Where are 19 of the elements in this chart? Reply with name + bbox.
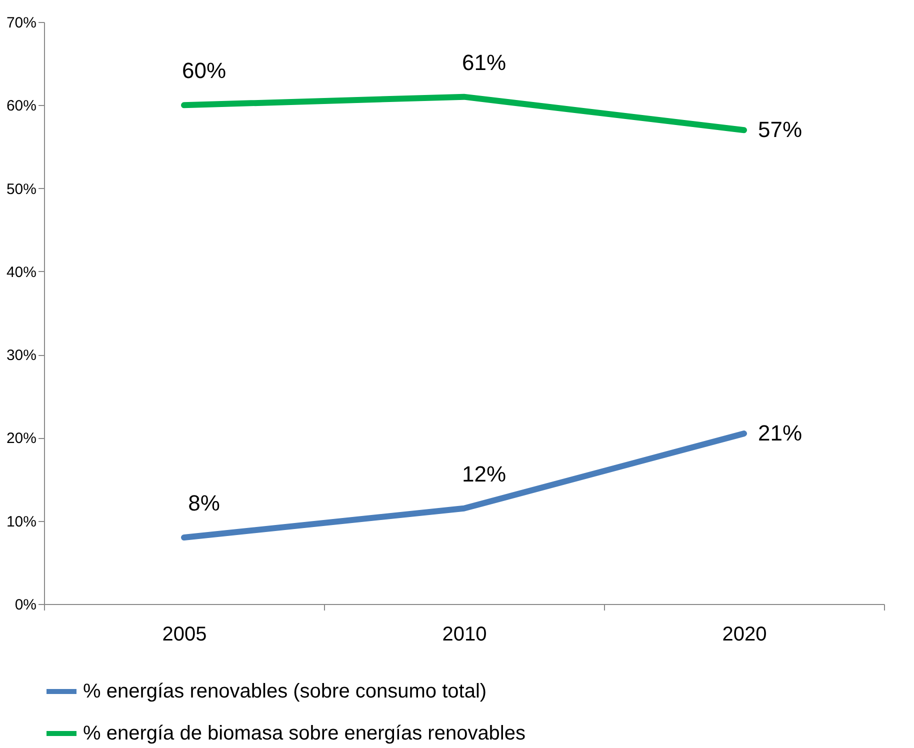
x-tick-label: 2005 (162, 624, 207, 646)
y-tick-label: 20% (6, 430, 36, 448)
data-label: 21% (758, 420, 802, 446)
data-label: 57% (758, 117, 802, 142)
y-tick-label: 10% (6, 513, 36, 530)
y-tick-label: 40% (6, 264, 36, 281)
y-tick-label: 50% (6, 180, 36, 198)
x-tick-label: 2020 (722, 624, 767, 646)
data-label: 12% (462, 461, 506, 486)
data-label: 61% (462, 50, 506, 75)
y-tick-label: 30% (6, 347, 36, 364)
y-tick-label: 60% (6, 98, 36, 115)
data-label: 8% (188, 490, 220, 516)
y-tick-label: 0% (14, 596, 36, 614)
legend-label: % energía de biomasa sobre energías renovables (83, 722, 526, 744)
x-tick-label: 2010 (442, 624, 487, 646)
data-label: 60% (182, 58, 226, 84)
y-tick-label: 70% (6, 14, 36, 32)
legend-label: % energías renovables (sobre consumo total) (83, 680, 487, 702)
